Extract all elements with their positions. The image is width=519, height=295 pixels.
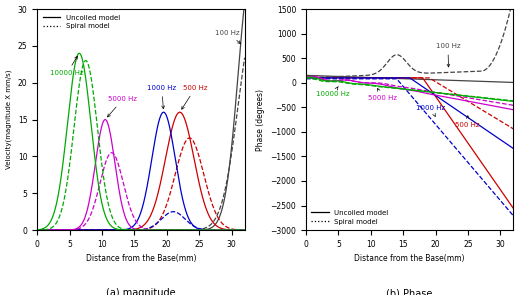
Text: 1000 Hz: 1000 Hz <box>147 85 176 109</box>
Y-axis label: Phase (degrees): Phase (degrees) <box>256 88 265 150</box>
Text: 5000 Hz: 5000 Hz <box>367 88 397 101</box>
Text: 5000 Hz: 5000 Hz <box>107 96 138 117</box>
Text: 1000 Hz: 1000 Hz <box>416 105 445 117</box>
Text: 10000 Hz: 10000 Hz <box>50 56 84 76</box>
Legend: Uncoiled model, Spiral model: Uncoiled model, Spiral model <box>309 208 391 227</box>
Text: 500 Hz: 500 Hz <box>182 85 208 109</box>
Text: 10000 Hz: 10000 Hz <box>316 86 349 97</box>
Title: (b) Phase: (b) Phase <box>387 289 433 295</box>
Text: 100 Hz: 100 Hz <box>435 43 460 67</box>
Title: (a) magnitude: (a) magnitude <box>106 289 175 295</box>
X-axis label: Distance from the Base(mm): Distance from the Base(mm) <box>354 254 465 263</box>
Y-axis label: Velocity(magnitude X mm/s): Velocity(magnitude X mm/s) <box>6 70 12 169</box>
X-axis label: Distance from the Base(mm): Distance from the Base(mm) <box>86 254 196 263</box>
Text: 500 Hz: 500 Hz <box>455 116 480 128</box>
Legend: Uncoiled model, Spiral model: Uncoiled model, Spiral model <box>40 12 122 32</box>
Text: 100 Hz: 100 Hz <box>215 30 241 44</box>
